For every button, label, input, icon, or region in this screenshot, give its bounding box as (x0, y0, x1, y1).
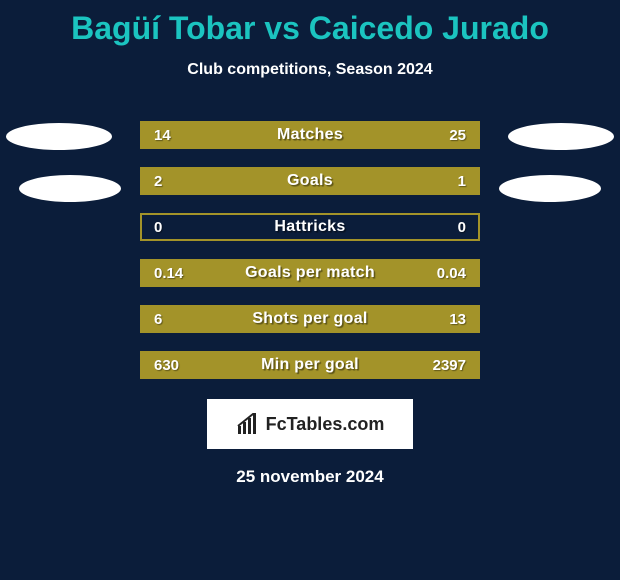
stat-label: Goals per match (142, 264, 478, 282)
stat-row: 0.14Goals per match0.04 (140, 259, 480, 287)
logo-box: FcTables.com (207, 399, 413, 449)
stat-value-right: 0 (458, 219, 466, 236)
logo-icon (236, 412, 260, 436)
stat-row: 0Hattricks0 (140, 213, 480, 241)
stat-value-right: 13 (449, 311, 466, 328)
infographic-container: Bagüí Tobar vs Caicedo Jurado Club compe… (0, 0, 620, 580)
stat-row: 630Min per goal2397 (140, 351, 480, 379)
stat-label: Min per goal (142, 356, 478, 374)
stat-label: Shots per goal (142, 310, 478, 328)
stat-label: Goals (142, 172, 478, 190)
stat-value-right: 25 (449, 127, 466, 144)
stat-label: Hattricks (142, 218, 478, 236)
stat-label: Matches (142, 126, 478, 144)
date-text: 25 november 2024 (0, 467, 620, 487)
player-badge-right-2 (499, 175, 601, 202)
stat-row: 6Shots per goal13 (140, 305, 480, 333)
stat-value-right: 1 (458, 173, 466, 190)
subtitle: Club competitions, Season 2024 (0, 61, 620, 79)
stat-rows: 14Matches25 2Goals1 0Hattricks0 0.14Goals p… (140, 121, 480, 379)
stat-value-right: 0.04 (437, 265, 466, 282)
stat-row: 14Matches25 (140, 121, 480, 149)
logo-text: FcTables.com (266, 414, 385, 435)
player-badge-right-1 (508, 123, 614, 150)
page-title: Bagüí Tobar vs Caicedo Jurado (0, 0, 620, 47)
stat-value-right: 2397 (433, 357, 466, 374)
player-badge-left-2 (19, 175, 121, 202)
stat-row: 2Goals1 (140, 167, 480, 195)
player-badge-left-1 (6, 123, 112, 150)
